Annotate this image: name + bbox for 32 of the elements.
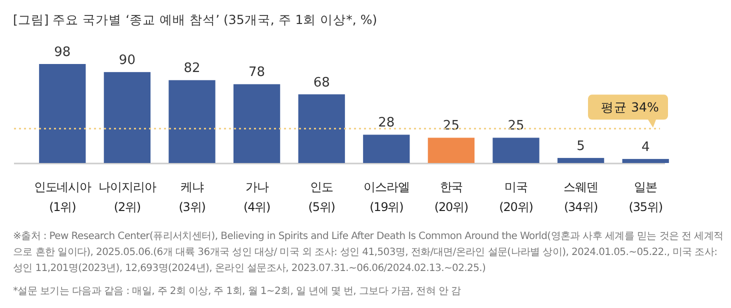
data-label: 82 (184, 61, 200, 76)
ref-line-label: 평균 34% (601, 100, 659, 115)
x-tick-label: 미국 (20위) (499, 180, 533, 214)
bar (104, 72, 151, 163)
bar (363, 134, 410, 163)
bar (298, 94, 345, 163)
x-tick-label: 케냐 (3위) (178, 180, 206, 214)
bar (622, 158, 669, 163)
bar (39, 64, 86, 163)
data-label: 98 (54, 45, 71, 60)
data-label: 90 (118, 53, 136, 68)
data-label: 78 (248, 65, 266, 80)
data-label: 5 (576, 138, 585, 154)
x-tick-label: 인도네시아 (1위) (34, 180, 92, 214)
text: ※출처 : Pew Research Center(퓨리서치센터), Believing in Spirits and Life After Death Is Common Around the World(영혼과 사후 세계를 믿는 것은 전 세계적으로 흔한 일이다), 2025.05.06.(6개 대륙 36개국 성인 대상/ 미국 외 조사: 성인 41,503명, 전화/대면/온라인 설문(나라별 상이), 2024.01.05.~05.22., 미국 조사: 성인 11,201명(2023년), 12,693명(2024년), 온라인 설문조사, 2023.07.31.~06.06/2024.02.13.~02.25.) (13, 230, 724, 276)
data-label: 4 (641, 140, 650, 155)
x-tick-label: 일본 (35위) (628, 180, 662, 214)
data-label: 28 (378, 116, 395, 131)
x-tick-label: 나이지리아 (2위) (98, 180, 156, 214)
data-label: 68 (313, 75, 330, 90)
bar (557, 158, 604, 163)
text: *설문 보기는 다음과 같음 : 매일, 주 2회 이상, 주 1회, 월 1~2회, 일 년에 몇 번, 그보다 가끔, 전혀 안 감 (13, 285, 462, 299)
bar (168, 80, 216, 163)
x-tick-label: 스웨덴 (34위) (564, 180, 598, 214)
x-tick-label: 가나 (4위) (243, 180, 270, 214)
chart-title: [그림] 주요 국가별 ‘종교 예배 참석’ (35개국, 주 1회 이상*, %) (13, 12, 378, 29)
x-tick-label: 이스라엘 (19위) (364, 180, 410, 214)
bar (492, 138, 540, 163)
bar (233, 84, 280, 163)
bar (428, 138, 475, 163)
x-tick-label: 한국 (20위) (434, 180, 468, 214)
x-tick-label: 인도 (5위) (308, 180, 335, 214)
